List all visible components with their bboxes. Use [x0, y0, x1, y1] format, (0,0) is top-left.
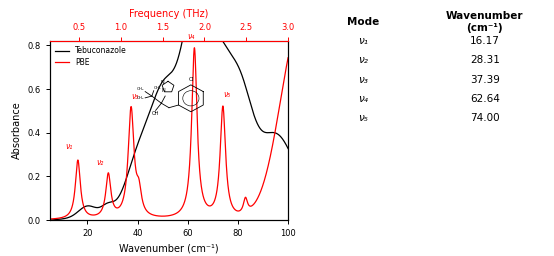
PBE — [138, 192, 145, 195]
PBE — [47, 218, 53, 221]
Tebuconazole — [88, 205, 95, 208]
PBE — [285, 56, 291, 59]
Tebuconazole — [74, 211, 80, 214]
Tebuconazole — [280, 139, 287, 142]
Text: ν₂: ν₂ — [96, 158, 103, 167]
Tebuconazole — [138, 133, 145, 136]
Legend: Tebuconazole, PBE: Tebuconazole, PBE — [54, 45, 129, 68]
PBE — [88, 213, 95, 216]
Line: PBE: PBE — [50, 48, 288, 219]
Text: ν₄: ν₄ — [187, 32, 194, 41]
Y-axis label: Absorbance: Absorbance — [12, 102, 22, 159]
Text: ν₃: ν₃ — [131, 92, 138, 101]
Text: ν₁: ν₁ — [65, 142, 73, 151]
Text: ν₅: ν₅ — [223, 90, 230, 99]
Tebuconazole — [47, 219, 53, 222]
PBE — [191, 46, 198, 49]
Tebuconazole — [285, 147, 291, 150]
PBE — [280, 81, 287, 84]
Line: Tebuconazole: Tebuconazole — [50, 0, 288, 220]
PBE — [254, 196, 261, 199]
Tebuconazole — [254, 123, 261, 126]
PBE — [74, 163, 80, 166]
X-axis label: Wavenumber (cm⁻¹): Wavenumber (cm⁻¹) — [119, 244, 219, 254]
X-axis label: Frequency (THz): Frequency (THz) — [129, 9, 209, 19]
PBE — [148, 213, 155, 216]
Tebuconazole — [148, 105, 155, 108]
